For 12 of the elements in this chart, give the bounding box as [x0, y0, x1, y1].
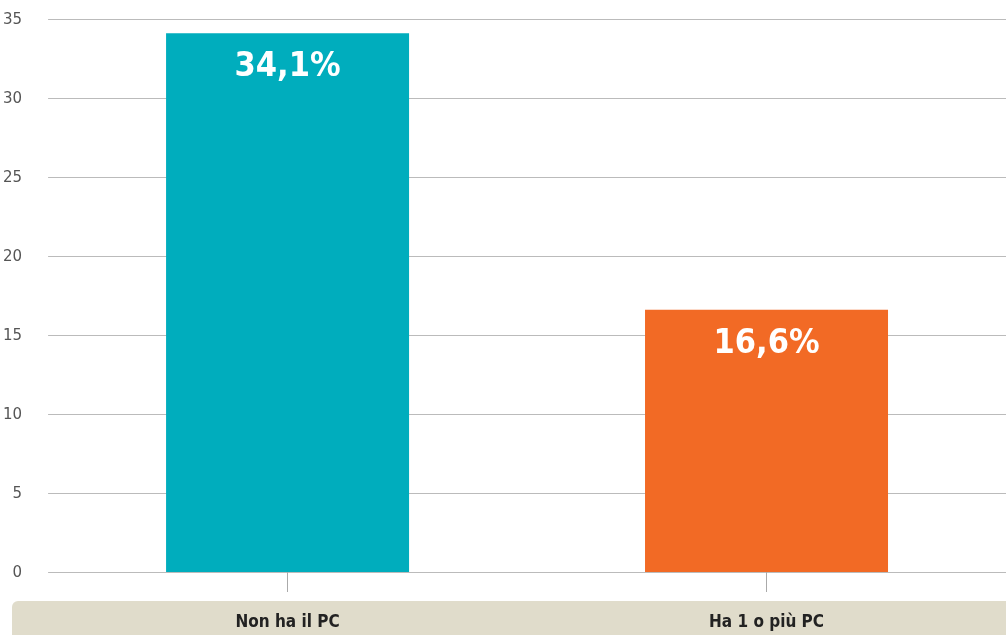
y-tick-label: 30 [2, 89, 23, 107]
y-tick-label: 25 [2, 168, 23, 186]
data-label: 16,6% [713, 320, 820, 361]
y-tick-label: 35 [2, 10, 23, 28]
data-label: 34,1% [234, 44, 341, 85]
y-tick-label: 10 [2, 405, 23, 423]
y-tick-label: 20 [2, 247, 23, 265]
y-tick-label: 5 [12, 484, 23, 502]
x-tick-label: Ha 1 o più PC [708, 610, 825, 631]
y-tick-label: 15 [2, 326, 23, 344]
y-tick-label: 0 [12, 563, 23, 581]
x-tick-label: Non ha il PC [235, 610, 340, 631]
